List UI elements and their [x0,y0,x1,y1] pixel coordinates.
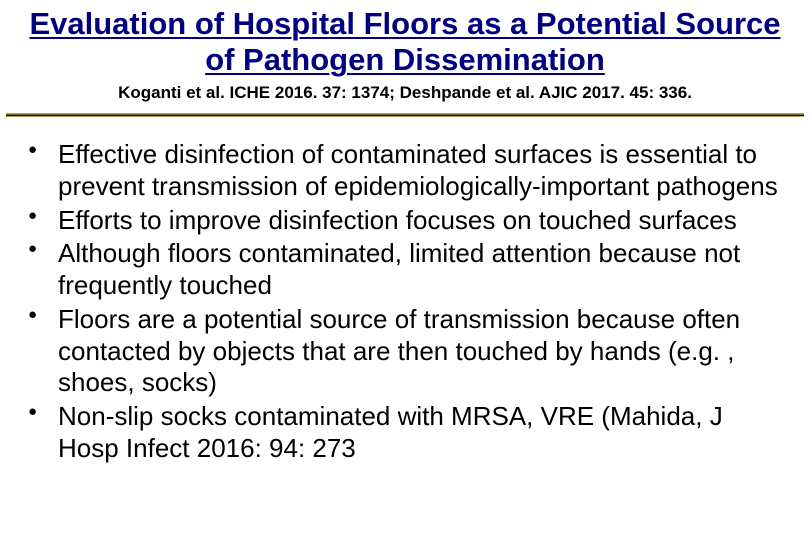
list-item: Non-slip socks contaminated with MRSA, V… [28,401,790,464]
slide: Evaluation of Hospital Floors as a Poten… [0,0,810,540]
content-area: Effective disinfection of contaminated s… [0,117,810,464]
list-item: Effective disinfection of contaminated s… [28,139,790,202]
slide-citation: Koganti et al. ICHE 2016. 37: 1374; Desh… [20,83,790,103]
slide-title: Evaluation of Hospital Floors as a Poten… [20,6,790,77]
list-item: Floors are a potential source of transmi… [28,304,790,399]
divider [0,113,810,117]
list-item: Although floors contaminated, limited at… [28,238,790,301]
divider-rule [6,113,804,117]
list-item: Efforts to improve disinfection focuses … [28,205,790,237]
bullet-list: Effective disinfection of contaminated s… [28,139,790,464]
title-block: Evaluation of Hospital Floors as a Poten… [0,0,810,103]
